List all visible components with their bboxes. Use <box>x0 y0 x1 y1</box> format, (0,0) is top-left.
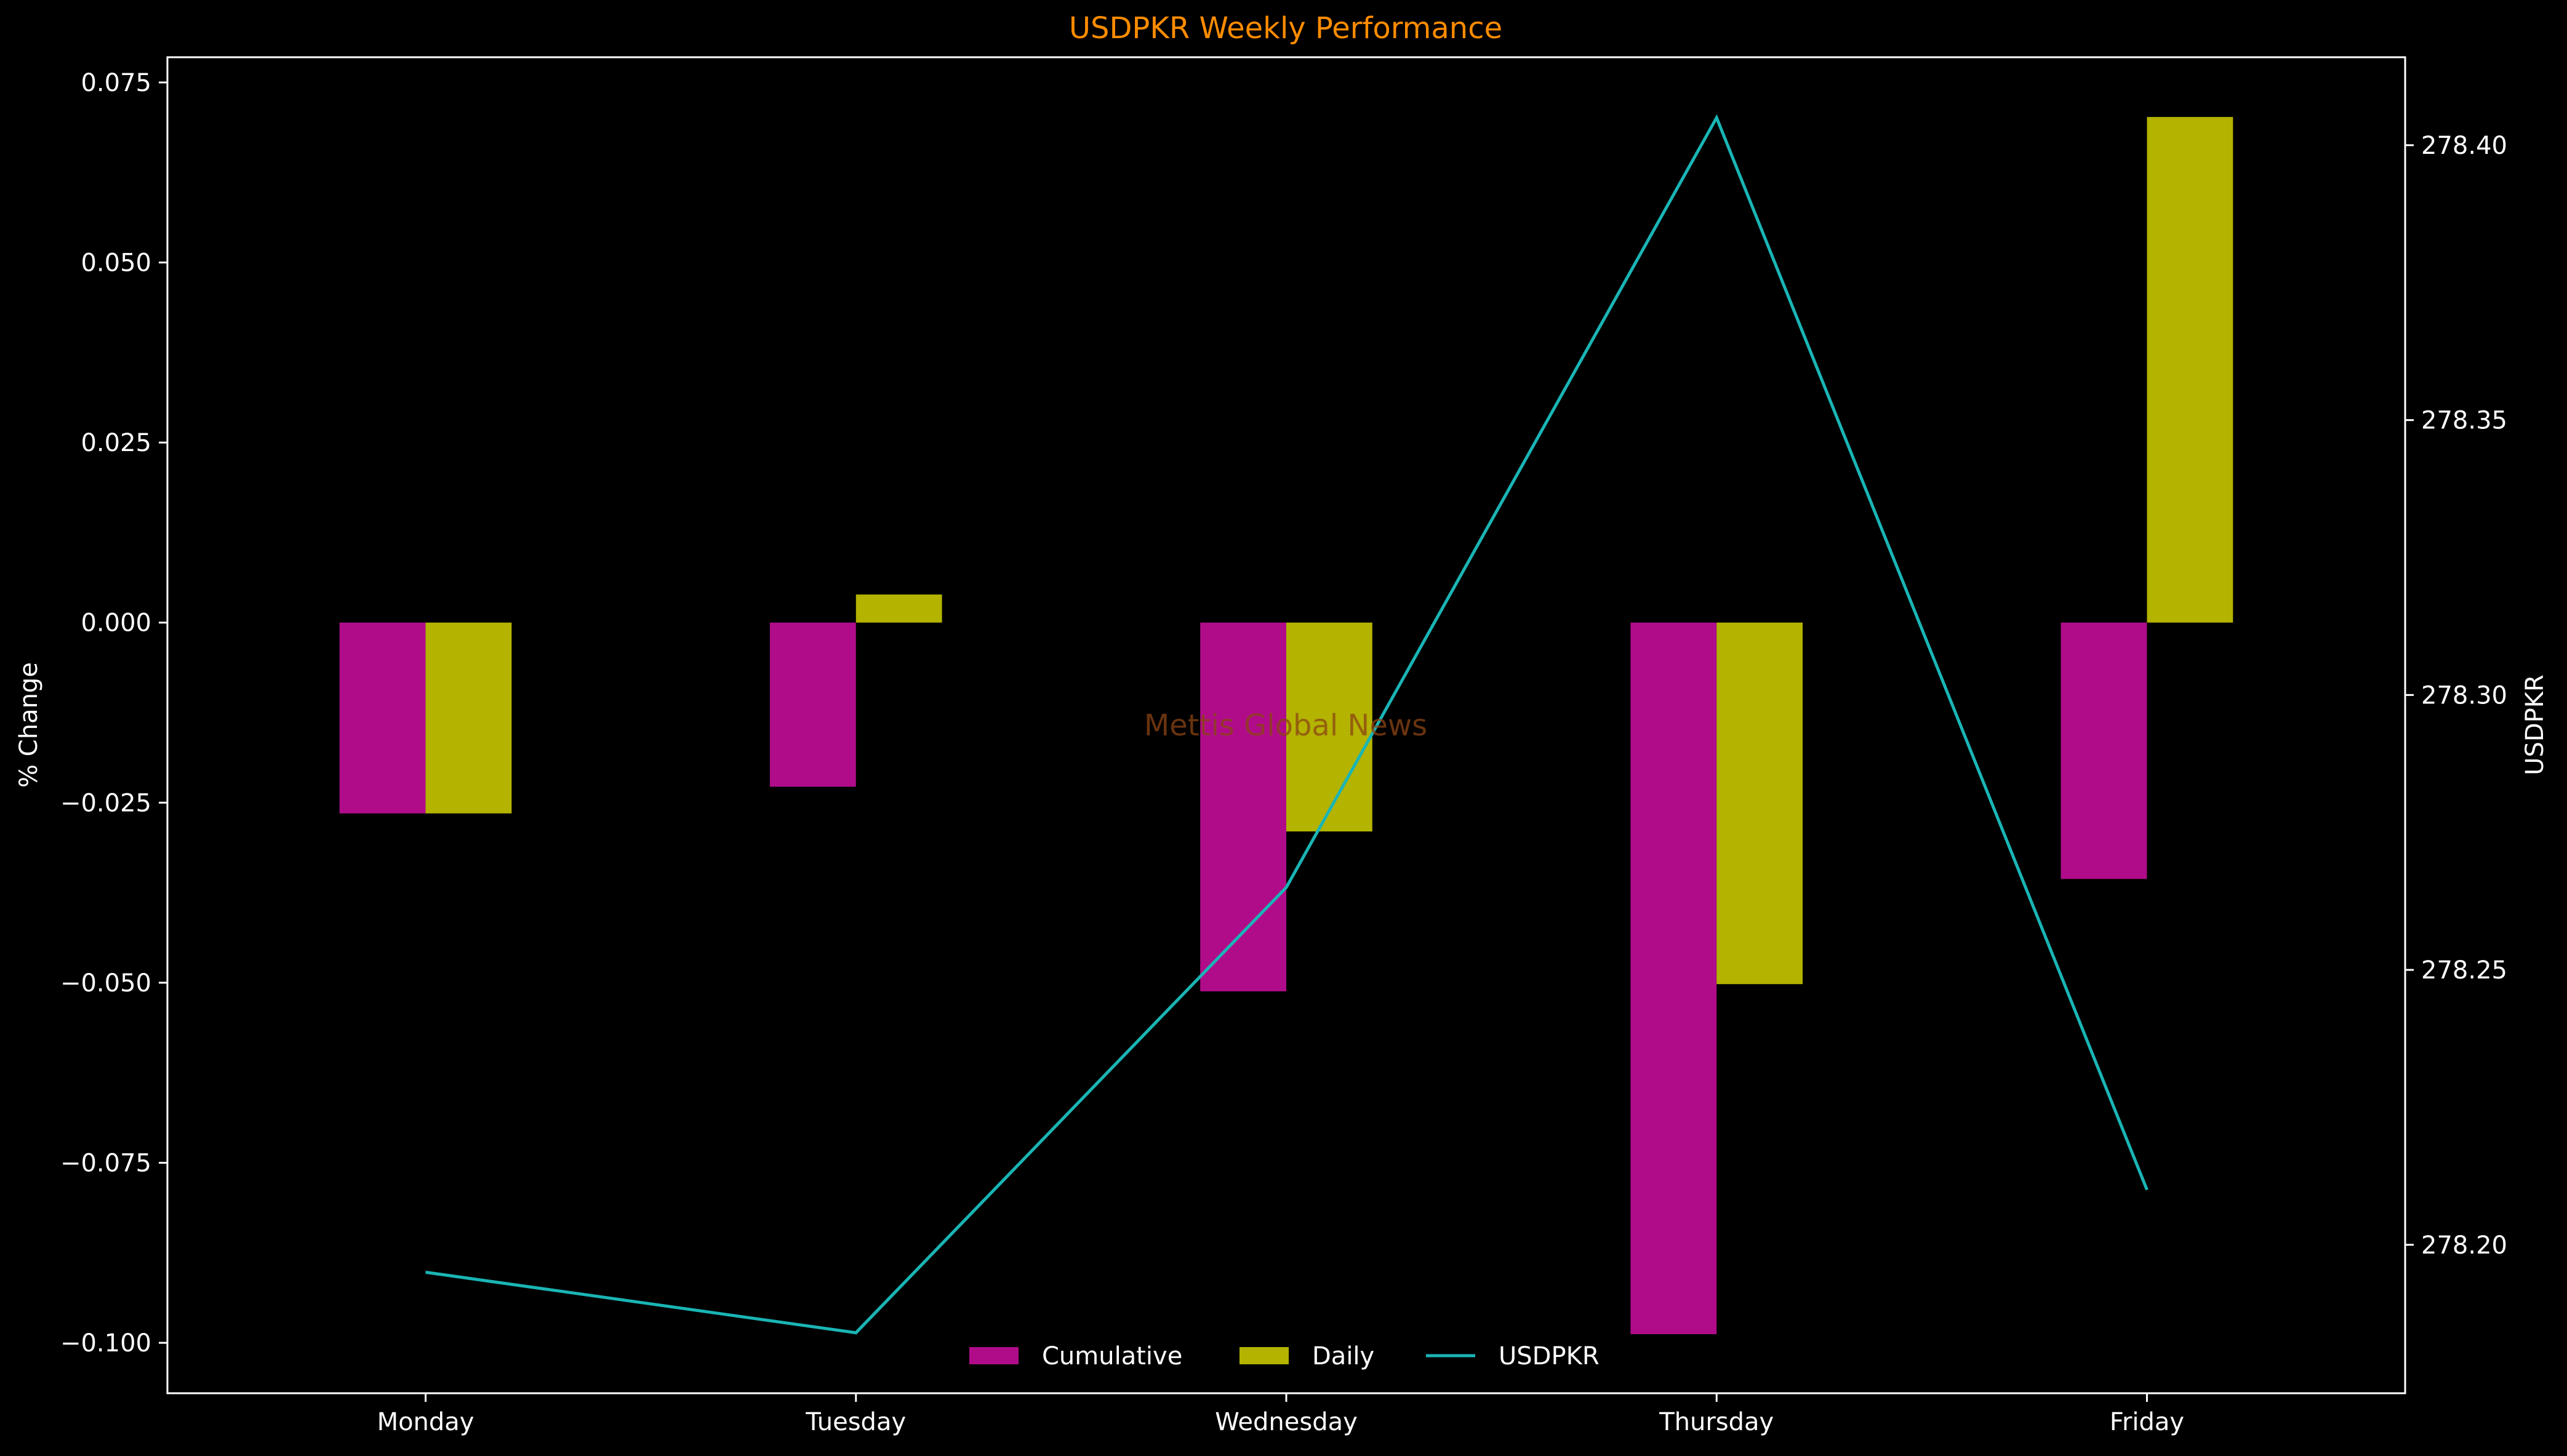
x-tick-label: Friday <box>2110 1408 2184 1436</box>
x-tick-label: Thursday <box>1659 1408 1774 1436</box>
y-tick-label: −0.100 <box>60 1329 151 1358</box>
y2-tick-label: 278.20 <box>2421 1231 2507 1260</box>
bar-cumulative-thursday <box>1630 622 1717 1335</box>
x-tick-label: Monday <box>377 1408 475 1436</box>
bar-cumulative-wednesday <box>1200 622 1286 991</box>
bar-daily-monday <box>425 622 512 814</box>
x-tick-label: Wednesday <box>1215 1408 1358 1436</box>
y-tick-label: −0.075 <box>60 1149 151 1177</box>
y-tick-label: 0.050 <box>81 249 151 278</box>
y-tick-label: 0.075 <box>81 69 151 97</box>
y2-tick-label: 278.25 <box>2421 956 2507 985</box>
bar-daily-wednesday <box>1286 622 1372 832</box>
y2-axis-label: USDPKR <box>2521 674 2549 775</box>
bar-daily-tuesday <box>855 594 942 623</box>
y2-tick-label: 278.40 <box>2421 132 2507 160</box>
watermark-text: Mettis Global News <box>1144 708 1427 743</box>
y-tick-label: 0.000 <box>81 609 151 638</box>
bar-cumulative-tuesday <box>769 622 856 787</box>
bar-daily-friday <box>2147 117 2233 623</box>
legend-label-cumulative: Cumulative <box>1042 1342 1182 1370</box>
legend: Cumulative Daily USDPKR <box>969 1342 1600 1370</box>
y-tick-label: −0.025 <box>60 789 151 817</box>
usdpkr-line <box>425 114 2149 1335</box>
x-tick-label: Tuesday <box>805 1408 906 1436</box>
bar-daily-thursday <box>1716 622 1803 985</box>
y-tick-label: −0.050 <box>60 969 151 998</box>
legend-label-usdpkr: USDPKR <box>1499 1342 1600 1370</box>
y-axis-label: % Change <box>15 662 43 788</box>
x-axis: Monday Tuesday Wednesday Thursday Friday <box>377 1393 2184 1436</box>
bar-cumulative-monday <box>339 622 426 814</box>
right-axis: 278.40 278.35 278.30 278.25 278.20 <box>2405 132 2507 1260</box>
y2-tick-label: 278.30 <box>2421 681 2507 710</box>
chart-title: USDPKR Weekly Performance <box>1069 11 1502 46</box>
legend-swatch-daily <box>1239 1347 1289 1364</box>
left-axis: 0.075 0.050 0.025 0.000 −0.025 −0.050 −0.075 −0… <box>60 69 167 1358</box>
bar-cumulative-friday <box>2060 622 2147 879</box>
plot-area <box>339 114 2233 1335</box>
y2-tick-label: 278.35 <box>2421 407 2507 435</box>
legend-swatch-cumulative <box>969 1347 1019 1364</box>
legend-label-daily: Daily <box>1312 1342 1374 1370</box>
y-tick-label: 0.025 <box>81 429 151 457</box>
